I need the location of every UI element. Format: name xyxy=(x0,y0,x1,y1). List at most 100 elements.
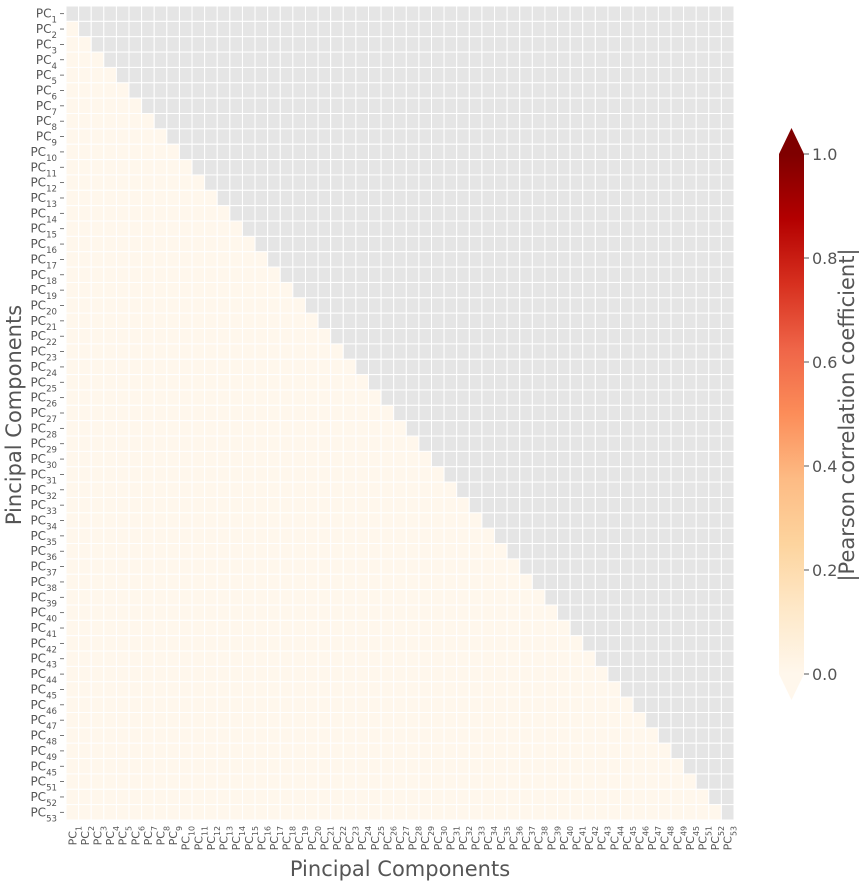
masked-cell xyxy=(279,128,294,145)
heatmap-cell xyxy=(279,435,294,452)
masked-cell xyxy=(405,174,420,191)
masked-cell xyxy=(355,343,369,360)
heatmap-cell xyxy=(191,174,206,191)
heatmap-cell xyxy=(115,543,130,560)
masked-cell xyxy=(683,159,697,176)
masked-cell xyxy=(519,128,533,145)
heatmap-cell xyxy=(90,450,105,468)
heatmap-cell xyxy=(506,788,521,806)
masked-cell xyxy=(456,159,470,176)
heatmap-cell xyxy=(380,496,395,514)
heatmap-cell xyxy=(292,512,306,529)
heatmap-cell xyxy=(153,496,168,514)
masked-cell xyxy=(456,297,470,314)
heatmap-cell xyxy=(166,619,180,637)
masked-cell xyxy=(657,481,672,498)
masked-cell xyxy=(494,159,508,176)
masked-cell xyxy=(645,66,659,84)
heatmap-cell xyxy=(557,758,571,775)
heatmap-cell xyxy=(191,804,206,821)
masked-cell xyxy=(330,235,344,253)
masked-cell xyxy=(481,5,496,22)
heatmap-cell xyxy=(166,420,180,437)
heatmap-cell xyxy=(632,742,647,760)
masked-cell xyxy=(720,496,735,514)
heatmap-cell xyxy=(267,665,281,683)
masked-cell xyxy=(569,619,584,637)
masked-cell xyxy=(367,328,382,345)
masked-cell xyxy=(393,358,407,376)
masked-cell xyxy=(355,113,369,130)
masked-cell xyxy=(216,143,231,161)
heatmap-cell xyxy=(456,573,470,591)
masked-cell xyxy=(481,51,496,68)
masked-cell xyxy=(657,20,672,38)
heatmap-cell xyxy=(607,727,622,744)
heatmap-cell xyxy=(204,358,218,376)
masked-cell xyxy=(620,281,634,299)
heatmap-cell xyxy=(292,696,306,713)
masked-cell xyxy=(468,5,483,22)
heatmap-cell xyxy=(468,788,483,806)
heatmap-cell xyxy=(279,635,294,652)
masked-cell xyxy=(645,128,659,145)
masked-cell xyxy=(607,159,622,176)
heatmap-cell xyxy=(65,404,80,422)
masked-cell xyxy=(670,5,685,22)
masked-cell xyxy=(367,297,382,314)
masked-cell xyxy=(620,619,634,637)
masked-cell xyxy=(670,466,685,483)
heatmap-cell xyxy=(254,758,269,775)
heatmap-cell xyxy=(279,343,294,360)
masked-cell xyxy=(279,220,294,237)
x-tick-label: PC25 xyxy=(369,826,386,850)
heatmap-cell xyxy=(78,312,92,330)
heatmap-cell xyxy=(128,435,143,452)
y-tick-label: PC33 xyxy=(30,498,57,517)
masked-cell xyxy=(708,328,722,345)
y-tick-label: PC39 xyxy=(30,590,57,609)
masked-cell xyxy=(594,266,609,283)
y-tick-label: PC6 xyxy=(36,83,57,102)
heatmap-cell xyxy=(65,496,80,514)
heatmap-cell xyxy=(443,773,458,790)
heatmap-cell xyxy=(216,404,231,422)
masked-cell xyxy=(380,143,395,161)
heatmap-cell xyxy=(557,665,571,683)
heatmap-cell xyxy=(330,773,344,790)
masked-cell xyxy=(431,66,445,84)
heatmap-cell xyxy=(330,374,344,391)
heatmap-cell xyxy=(683,773,697,790)
x-tick-label: PC22 xyxy=(331,826,348,850)
heatmap-cell xyxy=(153,512,168,529)
x-tick-label: PC26 xyxy=(381,826,398,850)
heatmap-cell xyxy=(141,589,155,606)
x-tick-label: PC12 xyxy=(205,826,222,850)
masked-cell xyxy=(494,36,508,53)
masked-cell xyxy=(443,466,458,483)
heatmap-cell xyxy=(292,420,306,437)
heatmap-cell xyxy=(128,312,143,330)
masked-cell xyxy=(594,435,609,452)
masked-cell xyxy=(657,604,672,621)
masked-cell xyxy=(708,205,722,222)
masked-cell xyxy=(557,589,571,606)
heatmap-cell xyxy=(191,205,206,222)
heatmap-cell xyxy=(254,558,269,575)
masked-cell xyxy=(632,681,647,698)
masked-cell xyxy=(531,558,546,575)
masked-cell xyxy=(519,435,533,452)
masked-cell xyxy=(645,5,659,22)
masked-cell xyxy=(481,82,496,99)
masked-cell xyxy=(393,189,407,207)
masked-cell xyxy=(607,650,622,667)
heatmap-cell xyxy=(65,66,80,84)
heatmap-cell xyxy=(330,404,344,422)
masked-cell xyxy=(632,189,647,207)
heatmap-cell xyxy=(166,143,180,161)
heatmap-cell xyxy=(468,665,483,683)
heatmap-cell xyxy=(456,665,470,683)
masked-cell xyxy=(78,5,92,22)
masked-cell xyxy=(632,665,647,683)
masked-cell xyxy=(607,51,622,68)
